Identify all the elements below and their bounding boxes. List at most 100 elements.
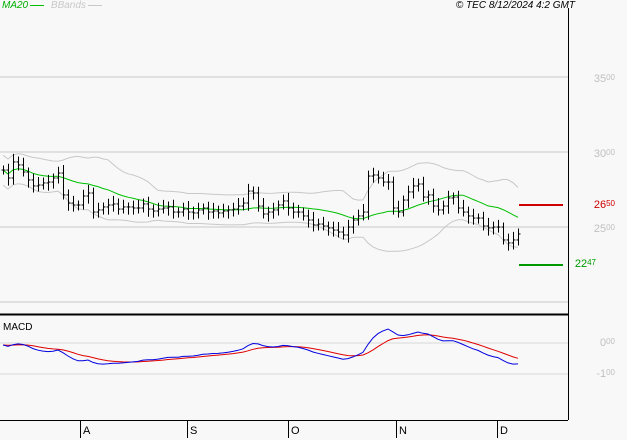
- price-bar: [266, 206, 271, 222]
- month-label: D: [500, 425, 508, 437]
- price-bar: [121, 199, 126, 214]
- price-bar: [91, 187, 96, 219]
- price-bar: [261, 197, 266, 219]
- legend: MA20 BBands: [2, 0, 102, 11]
- price-bar: [281, 194, 286, 210]
- price-bar: [191, 206, 196, 220]
- label-dec: 47: [587, 258, 596, 267]
- price-bar: [476, 213, 481, 224]
- price-bar: [431, 188, 436, 213]
- price-bar: [6, 163, 11, 186]
- price-bar: [211, 202, 216, 219]
- price-bar: [66, 189, 71, 211]
- price-bar: [231, 202, 236, 217]
- price-bar: [511, 231, 516, 250]
- price-bar: [96, 202, 101, 218]
- price-bar: [496, 219, 501, 233]
- price-bar: [406, 185, 411, 208]
- copyright: © TEC 8/12/2024 4:2 GMT: [455, 0, 575, 11]
- price-bar: [506, 233, 511, 251]
- price-bar: [241, 197, 246, 211]
- price-bar: [381, 171, 386, 187]
- macd-signal-line: [2, 334, 519, 363]
- macd-label: MACD: [3, 322, 33, 333]
- bband-upper: [2, 153, 519, 201]
- macd-tick-label: -100: [565, 368, 615, 380]
- price-bar: [321, 216, 326, 231]
- price-bar: [146, 196, 151, 217]
- price-bar: [221, 203, 226, 218]
- label-int: 26: [593, 199, 607, 211]
- price-bar: [336, 221, 341, 238]
- price-bar: [11, 153, 16, 185]
- price-bar: [481, 211, 486, 231]
- price-bar: [56, 166, 61, 184]
- label-int: 0: [599, 337, 607, 349]
- price-bar: [126, 202, 131, 215]
- price-bar: [86, 184, 91, 204]
- price-bar: [181, 202, 186, 217]
- price-bar: [251, 186, 256, 200]
- price-bar: [411, 177, 416, 199]
- price-bar: [276, 200, 281, 216]
- price-bar: [101, 202, 106, 215]
- price-bar: [196, 202, 201, 219]
- label-int: 30: [593, 148, 607, 160]
- price-bar: [161, 199, 166, 214]
- price-bar: [206, 201, 211, 220]
- price-bar: [176, 207, 181, 218]
- price-bar: [311, 211, 316, 232]
- price-bar: [386, 173, 391, 190]
- price-bar: [446, 190, 451, 214]
- price-bar: [471, 208, 476, 225]
- label-int: 22: [574, 258, 588, 270]
- price-bar: [61, 164, 66, 200]
- price-bar: [41, 177, 46, 190]
- price-bar: [286, 192, 291, 216]
- price-bar: [116, 198, 121, 215]
- price-bar: [51, 173, 56, 189]
- price-bar: [441, 200, 446, 215]
- price-bar: [421, 176, 426, 202]
- label-dec: 00: [606, 368, 615, 377]
- price-bar: [136, 199, 141, 214]
- price-bar: [461, 199, 466, 217]
- price-bar: [26, 167, 31, 188]
- price-bar: [376, 170, 381, 184]
- price-tick-label: 3000: [565, 148, 615, 160]
- price-bar: [141, 198, 146, 213]
- price-bar: [396, 200, 401, 218]
- price-bar: [466, 206, 471, 224]
- price-bar: [21, 157, 26, 177]
- price-bar: [256, 186, 261, 212]
- price-bar: [201, 203, 206, 215]
- price-bar: [341, 226, 346, 240]
- label-dec: 50: [606, 199, 615, 208]
- price-bar: [236, 197, 241, 215]
- price-bar: [246, 183, 251, 211]
- legend-bbands: BBands: [50, 0, 86, 11]
- price-bar: [451, 192, 456, 205]
- resistance-label: 2650: [565, 199, 615, 211]
- month-label: S: [190, 425, 198, 437]
- price-bar: [16, 156, 21, 171]
- month-label: N: [399, 425, 407, 437]
- label-dec: 00: [606, 337, 615, 346]
- price-bar: [436, 197, 441, 216]
- price-bar: [46, 174, 51, 191]
- price-bar: [36, 176, 41, 192]
- support-label: 2247: [546, 258, 596, 270]
- price-bar: [301, 207, 306, 221]
- month-label: O: [291, 425, 300, 437]
- price-bar: [326, 221, 331, 236]
- price-bar: [271, 202, 276, 219]
- label-int: 35: [593, 73, 607, 85]
- price-bar: [216, 205, 221, 219]
- price-bar: [31, 173, 36, 193]
- price-bar: [401, 195, 406, 217]
- price-bar: [156, 202, 161, 217]
- price-bar: [171, 199, 176, 219]
- ma20-line: [2, 168, 519, 220]
- price-bar: [226, 205, 231, 219]
